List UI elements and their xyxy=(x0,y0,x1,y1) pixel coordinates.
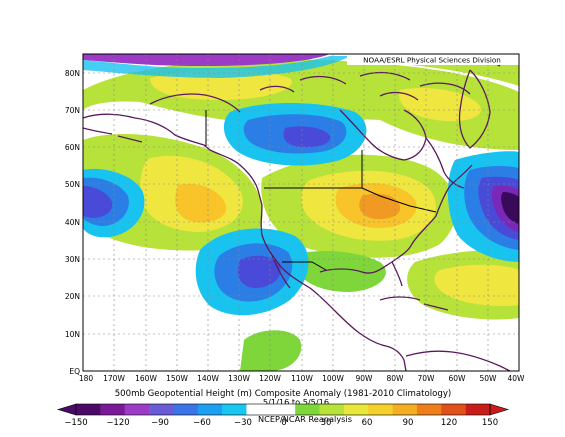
lat-label: 40N xyxy=(65,218,80,227)
lon-label: 160W xyxy=(135,374,157,383)
lat-label: EQ xyxy=(69,367,80,376)
lat-label: 80N xyxy=(65,69,80,78)
coastline-baja xyxy=(271,254,291,289)
coastline-hudson-bay xyxy=(339,109,427,161)
colorbar-frame xyxy=(75,403,491,416)
colorbar-tick-label: −120 xyxy=(106,418,129,428)
colorbar-segment xyxy=(222,404,247,415)
lat-label: 10N xyxy=(65,330,80,339)
lon-label: 130W xyxy=(228,374,250,383)
lon-label: 120W xyxy=(259,374,281,383)
colorbar-segment xyxy=(197,404,223,415)
positive-core-pacific-inner xyxy=(175,183,227,223)
colorbar-arrow-right xyxy=(489,403,510,416)
map-frame xyxy=(82,53,520,372)
lon-label: 100W xyxy=(322,374,344,383)
colorbar-tick-label: −30 xyxy=(234,418,252,428)
colorbar-segment xyxy=(149,404,174,415)
lon-label: 110W xyxy=(291,374,313,383)
lat-label: 70N xyxy=(65,106,80,115)
colorbar-segment xyxy=(100,404,125,415)
coastline-west xyxy=(260,204,359,333)
latitude-axis: 80N 70N 60N 50N 40N 30N 20N 10N EQ xyxy=(65,69,80,376)
lon-label: 80W xyxy=(387,374,405,383)
colorbar-segment xyxy=(368,404,393,415)
colorbar-tick-label: 60 xyxy=(362,418,373,428)
colorbar-tick-label: −150 xyxy=(64,418,87,428)
coastline-alaska-north xyxy=(149,93,241,113)
lon-label: 70W xyxy=(418,374,436,383)
anomaly-zone-south xyxy=(240,330,302,371)
coastlines xyxy=(83,57,511,371)
coastline-florida xyxy=(391,261,403,287)
colorbar-segment xyxy=(392,404,418,415)
colorbar-tick-label: 90 xyxy=(403,418,414,428)
anomaly-field xyxy=(83,54,519,371)
colorbar-segment xyxy=(295,404,320,415)
lon-label: 180 xyxy=(79,374,94,383)
coastline-greenland xyxy=(458,69,491,149)
positive-core-subtropic xyxy=(434,264,519,306)
map-panel: NOAA/ESRL Physical Sciences Division xyxy=(83,54,519,371)
colorbar-segment xyxy=(173,404,199,415)
lon-label: 40W xyxy=(508,374,526,383)
negative-zone-arctic-top-outer xyxy=(83,56,350,78)
figure-title: 500mb Geopotential Height (m) Composite … xyxy=(115,389,452,399)
colorbar-segment xyxy=(441,404,466,415)
colorbar-tick-label: 120 xyxy=(441,418,457,428)
colorbar-segment xyxy=(319,404,345,415)
lon-label: 60W xyxy=(449,374,467,383)
coastline-alaska xyxy=(83,113,263,206)
lat-label: 60N xyxy=(65,143,80,152)
colorbar-segment xyxy=(270,404,296,415)
colorbar-segment xyxy=(416,404,442,415)
lon-label: 170W xyxy=(103,374,125,383)
coastline-aleutians xyxy=(83,127,143,143)
lat-label: 20N xyxy=(65,292,80,301)
date-range: 5/1/16 to 5/5/16 xyxy=(263,397,329,407)
colorbar-tick-label: 30 xyxy=(321,418,332,428)
negative-inner-hudson xyxy=(283,126,331,148)
positive-core-canada xyxy=(399,87,481,122)
credit-text: NOAA/ESRL Physical Sciences Division xyxy=(363,56,501,65)
colorbar-segment xyxy=(76,404,101,415)
lon-label: 140W xyxy=(197,374,219,383)
dataset-label: NCEP/NCAR Reanalysis xyxy=(258,414,352,424)
lat-label: 30N xyxy=(65,255,80,264)
colorbar-tick-label: −90 xyxy=(151,418,169,428)
positive-core-eastern-na-inner xyxy=(359,193,401,220)
lon-label: 50W xyxy=(480,374,498,383)
credit-box xyxy=(347,54,519,65)
coastline-central-america xyxy=(357,331,407,371)
lon-label: 90W xyxy=(356,374,374,383)
border-us-mexico xyxy=(282,261,327,271)
colorbar xyxy=(56,403,510,416)
colorbar-segment xyxy=(343,404,369,415)
colorbar-tick-label: 150 xyxy=(482,418,498,428)
lon-label: 150W xyxy=(166,374,188,383)
colorbar-segment xyxy=(124,404,150,415)
negative-deepest-atlantic xyxy=(501,192,519,224)
negative-zone-arctic-top xyxy=(83,54,330,66)
colorbar-segment xyxy=(246,404,272,415)
colorbar-tick-label: −60 xyxy=(193,418,211,428)
anomaly-zone-gulf xyxy=(290,250,386,292)
colorbar-tick-label: 0 xyxy=(281,418,286,428)
colorbar-ticks: −150 −120 −90 −60 −30 0 30 60 90 120 150 xyxy=(64,418,498,428)
coastline-arctic-islands xyxy=(259,57,501,101)
coastline-south-america xyxy=(405,350,511,371)
colorbar-segment xyxy=(465,404,491,415)
coastline-east xyxy=(435,164,473,217)
longitude-axis: 180 170W 160W 150W 140W 130W 120W 110W 1… xyxy=(79,374,525,383)
negative-inner-north-pacific xyxy=(83,186,113,218)
colorbar-arrow-left xyxy=(56,403,77,416)
lat-label: 50N xyxy=(65,180,80,189)
